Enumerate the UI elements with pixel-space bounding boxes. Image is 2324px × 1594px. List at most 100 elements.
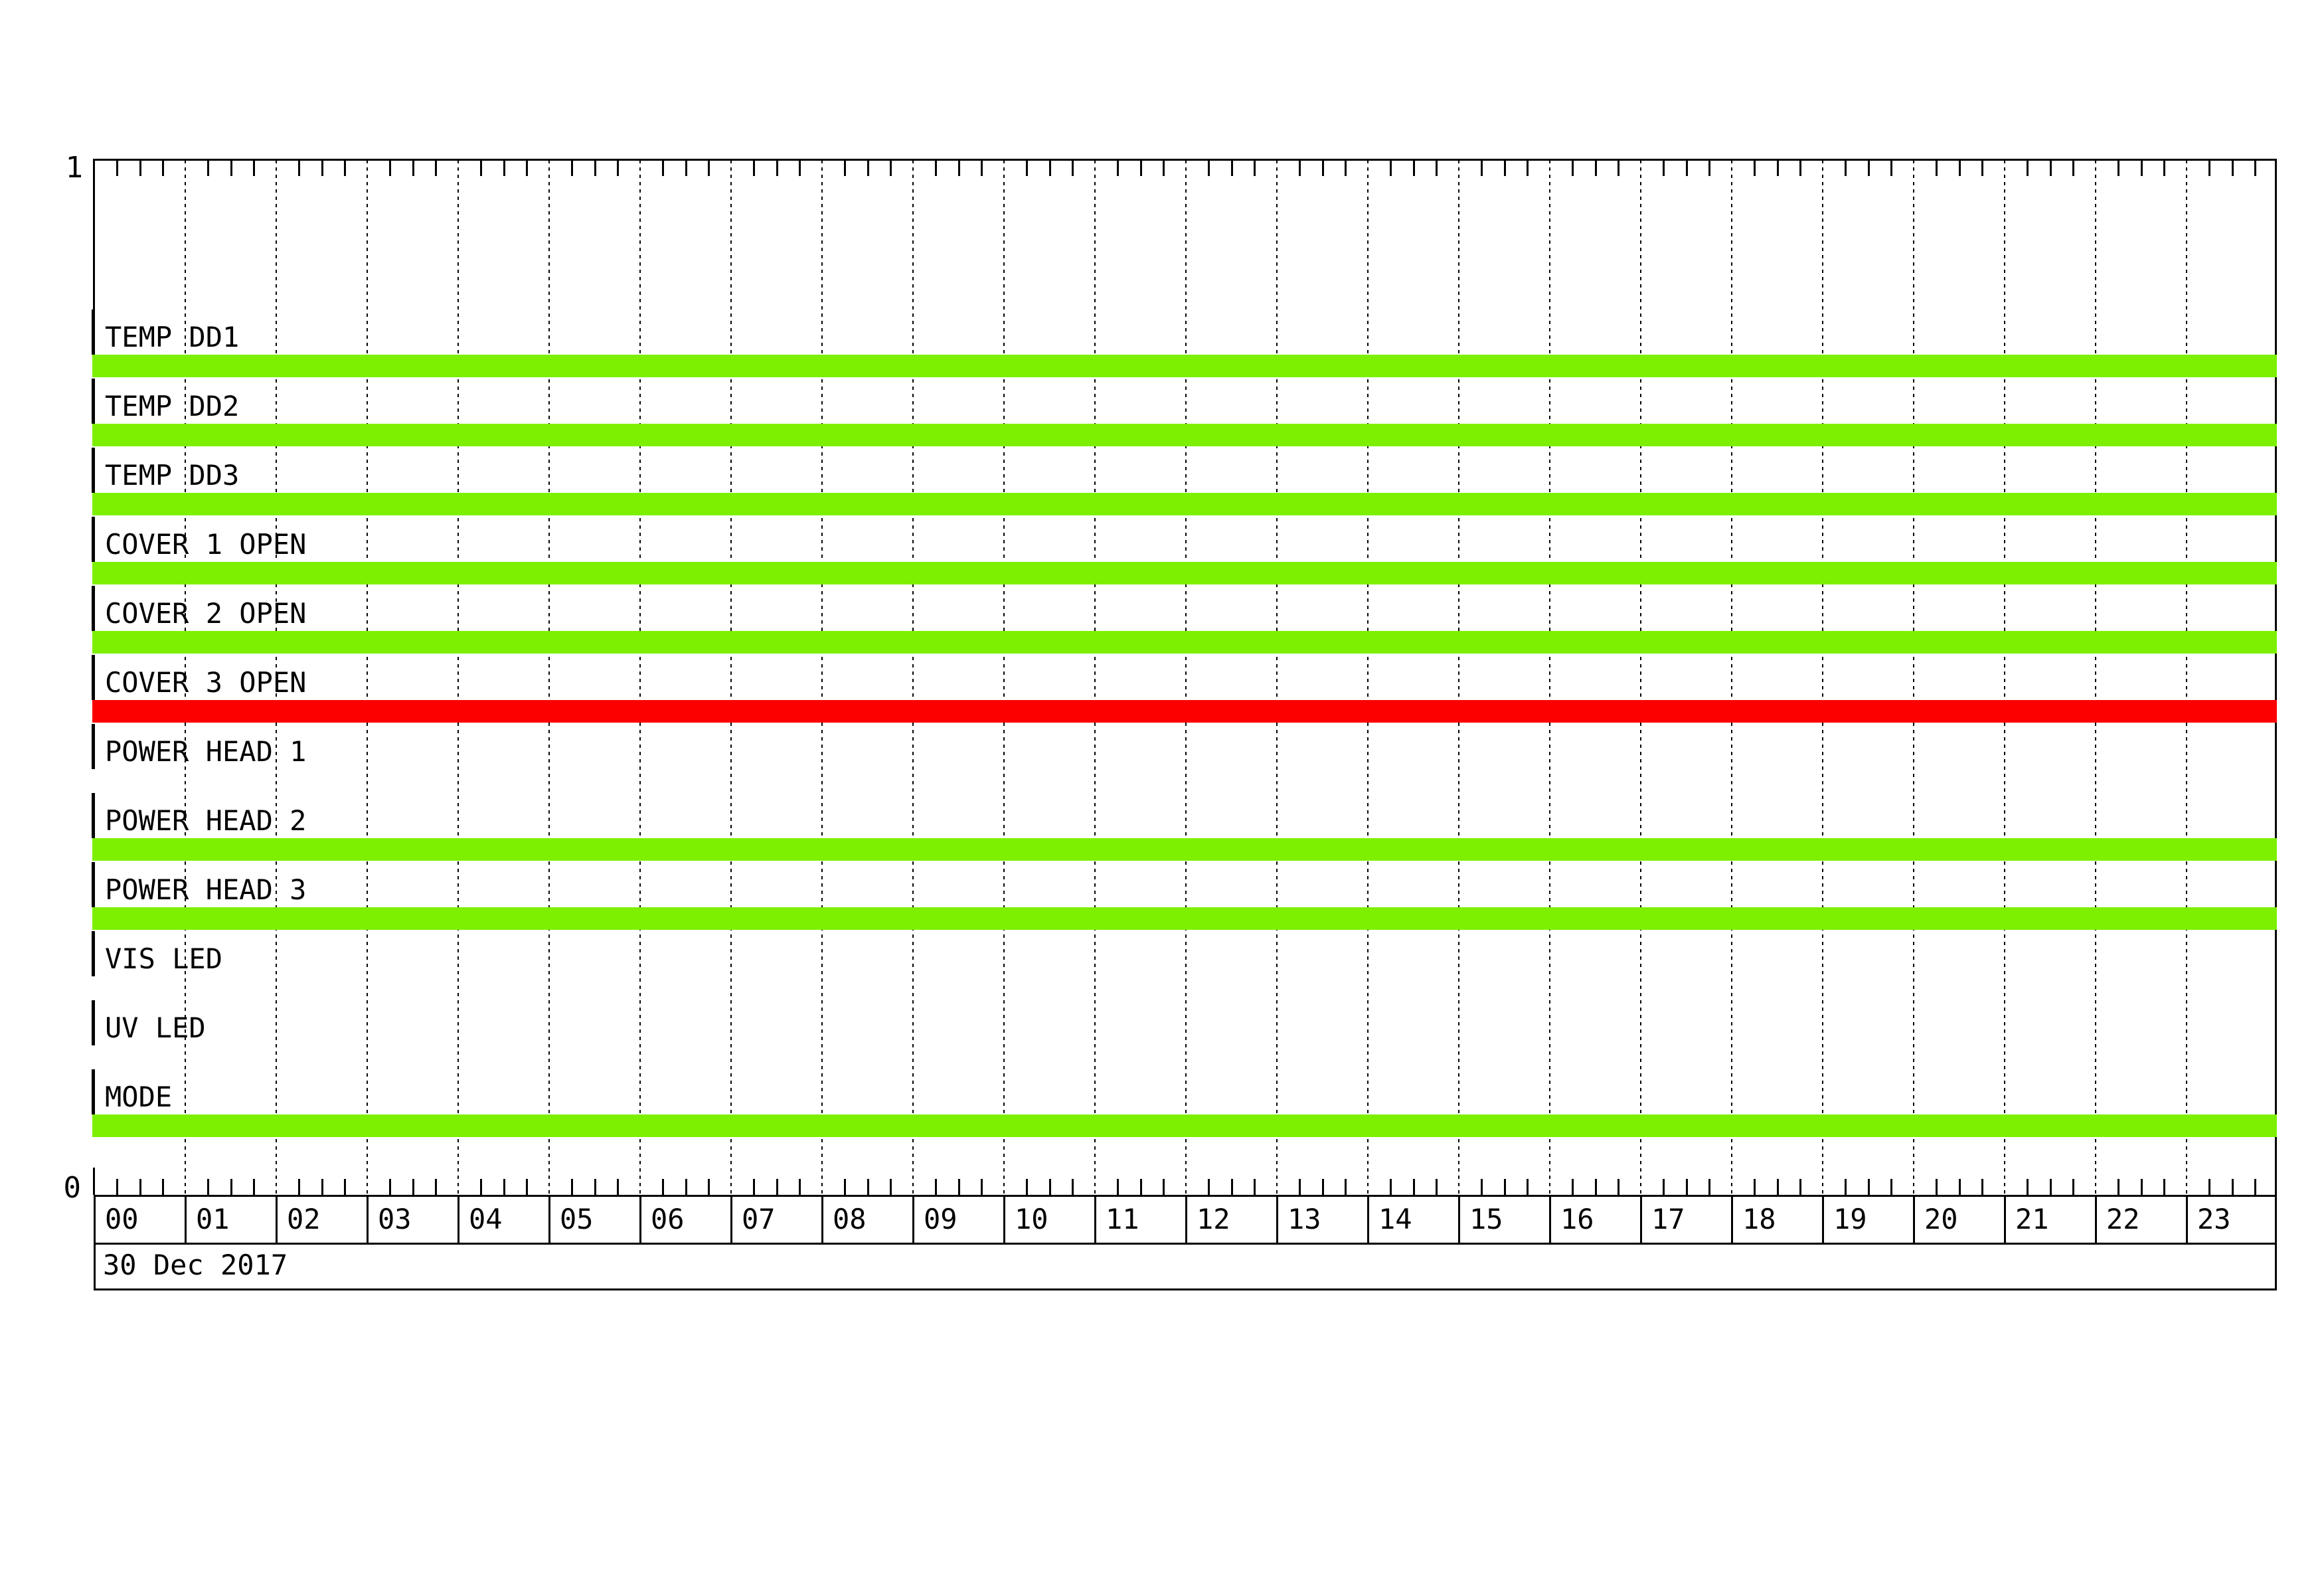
- minor-tick-bottom: [1413, 1179, 1415, 1195]
- hour-cell-10: 10: [1003, 1195, 1094, 1243]
- hour-label-14: 14: [1378, 1202, 1412, 1235]
- minor-tick-top: [412, 160, 414, 176]
- gridline-hour-15: [1458, 160, 1459, 1195]
- minor-tick-top: [1708, 160, 1710, 176]
- hour-cell-12: 12: [1185, 1195, 1276, 1243]
- minor-tick-top: [867, 160, 869, 176]
- gridline-hour-13: [1276, 160, 1278, 1195]
- gridline-hour-20: [1913, 160, 1914, 1195]
- row-label: POWER HEAD 2: [105, 804, 307, 837]
- hour-label-11: 11: [1106, 1202, 1139, 1235]
- row-label: COVER 3 OPEN: [105, 666, 307, 699]
- minor-tick-top: [2072, 160, 2074, 176]
- minor-tick-top: [1868, 160, 1870, 176]
- minor-tick-top: [1754, 160, 1756, 176]
- minor-tick-top: [981, 160, 983, 176]
- minor-tick-bottom: [594, 1179, 596, 1195]
- minor-tick-top: [1504, 160, 1506, 176]
- minor-tick-top: [162, 160, 164, 176]
- hour-cell-13: 13: [1276, 1195, 1367, 1243]
- hour-label-21: 21: [2015, 1202, 2049, 1235]
- hour-label-03: 03: [378, 1202, 412, 1235]
- row-label: POWER HEAD 3: [105, 873, 307, 906]
- minor-tick-bottom: [1117, 1179, 1119, 1195]
- minor-tick-bottom: [1208, 1179, 1210, 1195]
- minor-tick-bottom: [1572, 1179, 1574, 1195]
- minor-tick-top: [2141, 160, 2143, 176]
- minor-tick-bottom: [1504, 1179, 1506, 1195]
- minor-tick-top: [1117, 160, 1119, 176]
- minor-tick-bottom: [1890, 1179, 1892, 1195]
- minor-tick-bottom: [162, 1179, 164, 1195]
- date-band-bottom-line: [94, 1288, 2277, 1290]
- hour-cell-14: 14: [1367, 1195, 1458, 1243]
- minor-tick-top: [594, 160, 596, 176]
- hour-label-06: 06: [651, 1202, 685, 1235]
- minor-tick-bottom: [139, 1179, 141, 1195]
- hour-cell-09: 09: [912, 1195, 1003, 1243]
- status-bar-alert: [92, 700, 2277, 723]
- gridline-hour-01: [185, 160, 186, 1195]
- minor-tick-bottom: [116, 1179, 118, 1195]
- row-start-marker: [92, 1069, 95, 1114]
- hour-label-23: 23: [2197, 1202, 2231, 1235]
- y-axis-label-one: 1: [65, 151, 84, 185]
- hour-cell-19: 19: [1822, 1195, 1913, 1243]
- plot-top-border: [94, 159, 2277, 161]
- minor-tick-bottom: [662, 1179, 664, 1195]
- minor-tick-top: [2232, 160, 2234, 176]
- minor-tick-bottom: [298, 1179, 300, 1195]
- minor-tick-bottom: [958, 1179, 960, 1195]
- minor-tick-top: [1049, 160, 1051, 176]
- row-start-marker: [92, 724, 95, 769]
- minor-tick-top: [890, 160, 892, 176]
- minor-tick-bottom: [1595, 1179, 1597, 1195]
- minor-tick-bottom: [1663, 1179, 1665, 1195]
- hour-label-16: 16: [1560, 1202, 1594, 1235]
- status-bar-on: [92, 424, 2277, 446]
- minor-tick-top: [1799, 160, 1801, 176]
- minor-tick-bottom: [708, 1179, 710, 1195]
- minor-tick-top: [1959, 160, 1961, 176]
- row-start-marker: [92, 379, 95, 424]
- minor-tick-bottom: [1754, 1179, 1756, 1195]
- row-label: POWER HEAD 1: [105, 735, 307, 768]
- minor-tick-bottom: [867, 1179, 869, 1195]
- minor-tick-top: [2027, 160, 2029, 176]
- date-label: 30 Dec 2017: [103, 1249, 288, 1281]
- minor-tick-bottom: [890, 1179, 892, 1195]
- minor-tick-bottom: [1140, 1179, 1142, 1195]
- minor-tick-top: [2050, 160, 2052, 176]
- row-start-marker: [92, 655, 95, 700]
- minor-tick-top: [958, 160, 960, 176]
- minor-tick-top: [1208, 160, 1210, 176]
- minor-tick-top: [1026, 160, 1028, 176]
- minor-tick-top: [1140, 160, 1142, 176]
- minor-tick-top: [1890, 160, 1892, 176]
- minor-tick-bottom: [1868, 1179, 1870, 1195]
- row-label: TEMP DD3: [105, 459, 240, 491]
- minor-tick-top: [1618, 160, 1619, 176]
- hour-cell-11: 11: [1094, 1195, 1185, 1243]
- gridline-hour-08: [821, 160, 823, 1195]
- minor-tick-top: [2254, 160, 2256, 176]
- minor-tick-top: [1595, 160, 1597, 176]
- gridline-hour-04: [457, 160, 459, 1195]
- hour-label-07: 07: [742, 1202, 776, 1235]
- hour-cell-04: 04: [457, 1195, 548, 1243]
- hour-label-01: 01: [196, 1202, 230, 1235]
- hour-label-15: 15: [1469, 1202, 1503, 1235]
- minor-tick-top: [1413, 160, 1415, 176]
- minor-tick-bottom: [1254, 1179, 1256, 1195]
- minor-tick-top: [1663, 160, 1665, 176]
- minor-tick-bottom: [2208, 1179, 2210, 1195]
- minor-tick-bottom: [230, 1179, 232, 1195]
- gridline-hour-14: [1367, 160, 1369, 1195]
- minor-tick-bottom: [571, 1179, 573, 1195]
- gridline-hour-03: [367, 160, 368, 1195]
- minor-tick-bottom: [1845, 1179, 1847, 1195]
- minor-tick-bottom: [1231, 1179, 1233, 1195]
- minor-tick-top: [1527, 160, 1529, 176]
- minor-tick-top: [753, 160, 755, 176]
